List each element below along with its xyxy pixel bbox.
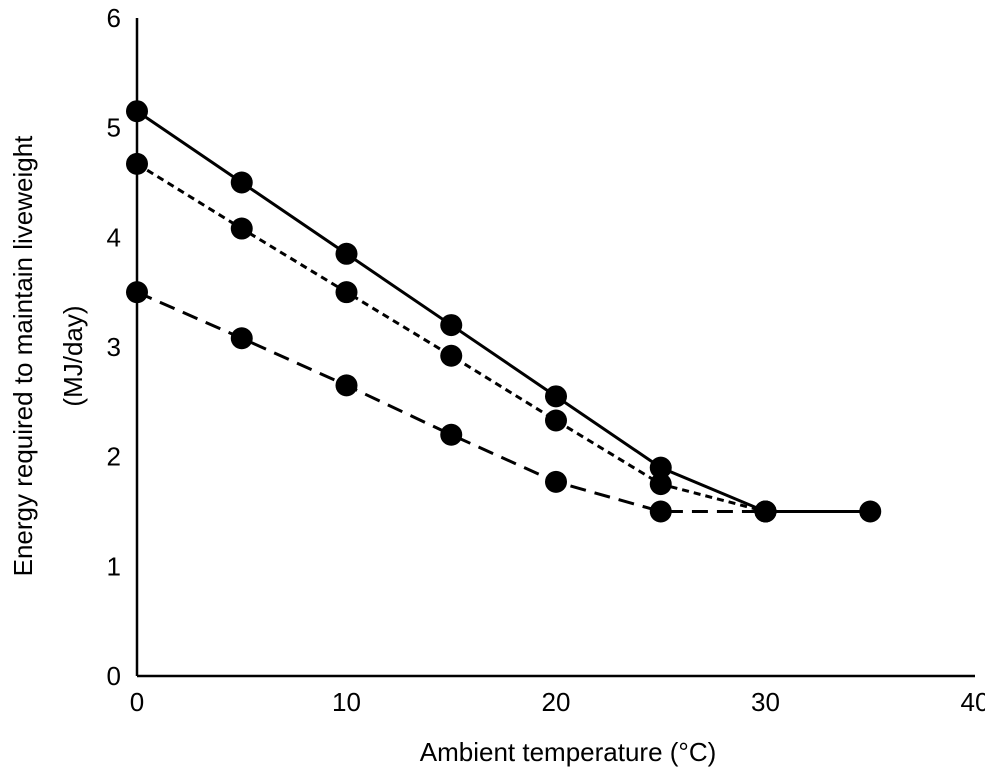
y-axis-title-line-2: (MJ/day) [58,305,88,406]
data-point-dashed [230,327,253,350]
y-tick-label: 3 [107,332,121,362]
y-tick-label: 0 [107,661,121,691]
data-point-dotted [230,217,253,240]
tick-layer: 0 10 20 30 40 0 1 2 3 4 5 6 [107,3,985,717]
axes-layer [135,18,975,678]
x-tick-label: 0 [130,687,144,717]
y-tick-label: 6 [107,3,121,33]
data-point-solid [859,500,882,523]
data-point-solid [649,456,672,479]
data-point-dashed [335,374,358,397]
x-tick-label: 10 [332,687,361,717]
data-point-dotted [440,344,463,367]
y-tick-label: 4 [107,222,121,252]
data-point-solid [545,385,567,408]
data-point-dashed [545,470,567,493]
series-line-solid [136,109,871,513]
series-layer [126,100,882,523]
data-point-dotted [545,409,567,432]
data-point-solid [440,314,463,337]
x-tick-label: 30 [751,687,780,717]
data-point-dotted [649,473,672,496]
data-point-solid [230,171,253,194]
x-tick-label: 20 [542,687,571,717]
data-point-dotted [335,281,358,304]
data-point-solid [335,242,358,265]
y-axis-title-line-1: Energy required to maintain liveweight [8,135,38,577]
y-tick-label: 2 [107,442,121,472]
data-point-dashed [754,500,777,523]
y-tick-label: 1 [107,551,121,581]
x-tick-label: 40 [961,687,985,717]
x-axis-title: Ambient temperature (°C) [420,737,717,767]
data-point-dashed [649,500,672,523]
y-tick-label: 5 [107,113,121,143]
data-point-dashed [440,423,463,446]
